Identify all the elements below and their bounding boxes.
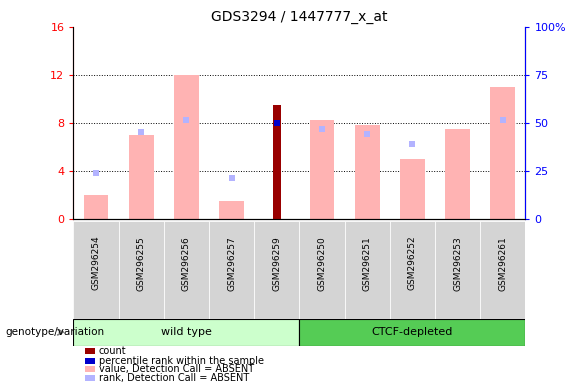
Text: GSM296259: GSM296259 <box>272 236 281 291</box>
Bar <box>390 221 435 321</box>
Bar <box>209 221 254 321</box>
Bar <box>400 159 425 219</box>
Text: GSM296256: GSM296256 <box>182 236 191 291</box>
Text: GSM296261: GSM296261 <box>498 236 507 291</box>
Text: wild type: wild type <box>161 327 212 337</box>
Text: GSM296250: GSM296250 <box>318 236 327 291</box>
Text: GSM296257: GSM296257 <box>227 236 236 291</box>
Bar <box>480 221 525 321</box>
Text: GSM296254: GSM296254 <box>92 236 101 290</box>
Bar <box>174 75 199 219</box>
Bar <box>299 319 525 346</box>
Text: rank, Detection Call = ABSENT: rank, Detection Call = ABSENT <box>99 373 249 383</box>
Text: CTCF-depleted: CTCF-depleted <box>372 327 453 337</box>
Text: value, Detection Call = ABSENT: value, Detection Call = ABSENT <box>99 364 254 374</box>
Bar <box>84 195 108 219</box>
Bar <box>73 221 119 321</box>
Bar <box>254 221 299 321</box>
Bar <box>435 221 480 321</box>
Text: genotype/variation: genotype/variation <box>6 327 105 337</box>
Bar <box>355 125 380 219</box>
Bar <box>273 105 281 219</box>
Text: count: count <box>99 346 127 356</box>
Text: GSM296251: GSM296251 <box>363 236 372 291</box>
Bar <box>73 319 299 346</box>
Bar <box>490 87 515 219</box>
Bar <box>310 121 334 219</box>
Text: GSM296252: GSM296252 <box>408 236 417 290</box>
Bar <box>129 135 154 219</box>
Title: GDS3294 / 1447777_x_at: GDS3294 / 1447777_x_at <box>211 10 388 25</box>
Bar <box>445 129 470 219</box>
Text: GSM296255: GSM296255 <box>137 236 146 291</box>
Bar <box>119 221 164 321</box>
Bar <box>164 221 209 321</box>
Text: percentile rank within the sample: percentile rank within the sample <box>99 356 264 366</box>
Text: GSM296253: GSM296253 <box>453 236 462 291</box>
Bar <box>219 201 244 219</box>
Bar <box>345 221 390 321</box>
Bar <box>299 221 345 321</box>
